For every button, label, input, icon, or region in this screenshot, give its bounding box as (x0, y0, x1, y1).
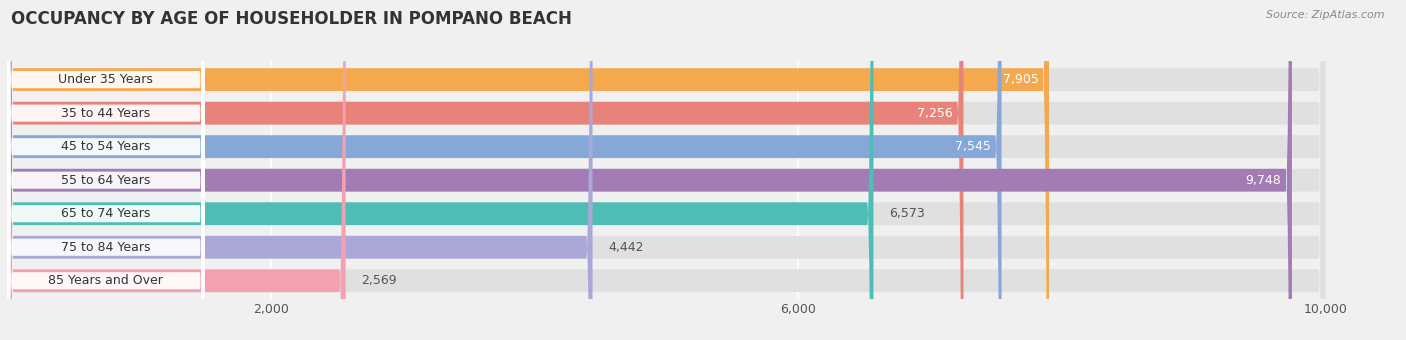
FancyBboxPatch shape (7, 0, 1049, 340)
FancyBboxPatch shape (7, 0, 205, 340)
Text: 2,569: 2,569 (361, 274, 396, 287)
FancyBboxPatch shape (7, 0, 205, 340)
Text: 7,256: 7,256 (917, 107, 953, 120)
FancyBboxPatch shape (7, 0, 1324, 340)
Text: 7,905: 7,905 (1002, 73, 1039, 86)
FancyBboxPatch shape (7, 0, 1324, 340)
Text: 9,748: 9,748 (1246, 174, 1281, 187)
Text: 35 to 44 Years: 35 to 44 Years (62, 107, 150, 120)
FancyBboxPatch shape (7, 0, 873, 340)
Text: Under 35 Years: Under 35 Years (59, 73, 153, 86)
Text: 6,573: 6,573 (889, 207, 925, 220)
FancyBboxPatch shape (7, 0, 592, 340)
FancyBboxPatch shape (7, 0, 1001, 340)
FancyBboxPatch shape (7, 0, 205, 340)
FancyBboxPatch shape (7, 0, 1324, 340)
FancyBboxPatch shape (7, 0, 205, 340)
FancyBboxPatch shape (7, 0, 1324, 340)
Text: 4,442: 4,442 (609, 241, 644, 254)
FancyBboxPatch shape (7, 0, 963, 340)
FancyBboxPatch shape (7, 0, 205, 340)
FancyBboxPatch shape (7, 0, 1292, 340)
Text: OCCUPANCY BY AGE OF HOUSEHOLDER IN POMPANO BEACH: OCCUPANCY BY AGE OF HOUSEHOLDER IN POMPA… (11, 10, 572, 28)
Text: 75 to 84 Years: 75 to 84 Years (60, 241, 150, 254)
FancyBboxPatch shape (7, 0, 205, 340)
FancyBboxPatch shape (7, 0, 1324, 340)
Text: 65 to 74 Years: 65 to 74 Years (62, 207, 150, 220)
Text: 55 to 64 Years: 55 to 64 Years (62, 174, 150, 187)
FancyBboxPatch shape (7, 0, 346, 340)
FancyBboxPatch shape (7, 0, 1324, 340)
FancyBboxPatch shape (7, 0, 1324, 340)
Text: 85 Years and Over: 85 Years and Over (48, 274, 163, 287)
FancyBboxPatch shape (7, 0, 205, 340)
Text: 45 to 54 Years: 45 to 54 Years (62, 140, 150, 153)
Text: Source: ZipAtlas.com: Source: ZipAtlas.com (1267, 10, 1385, 20)
Text: 7,545: 7,545 (955, 140, 991, 153)
